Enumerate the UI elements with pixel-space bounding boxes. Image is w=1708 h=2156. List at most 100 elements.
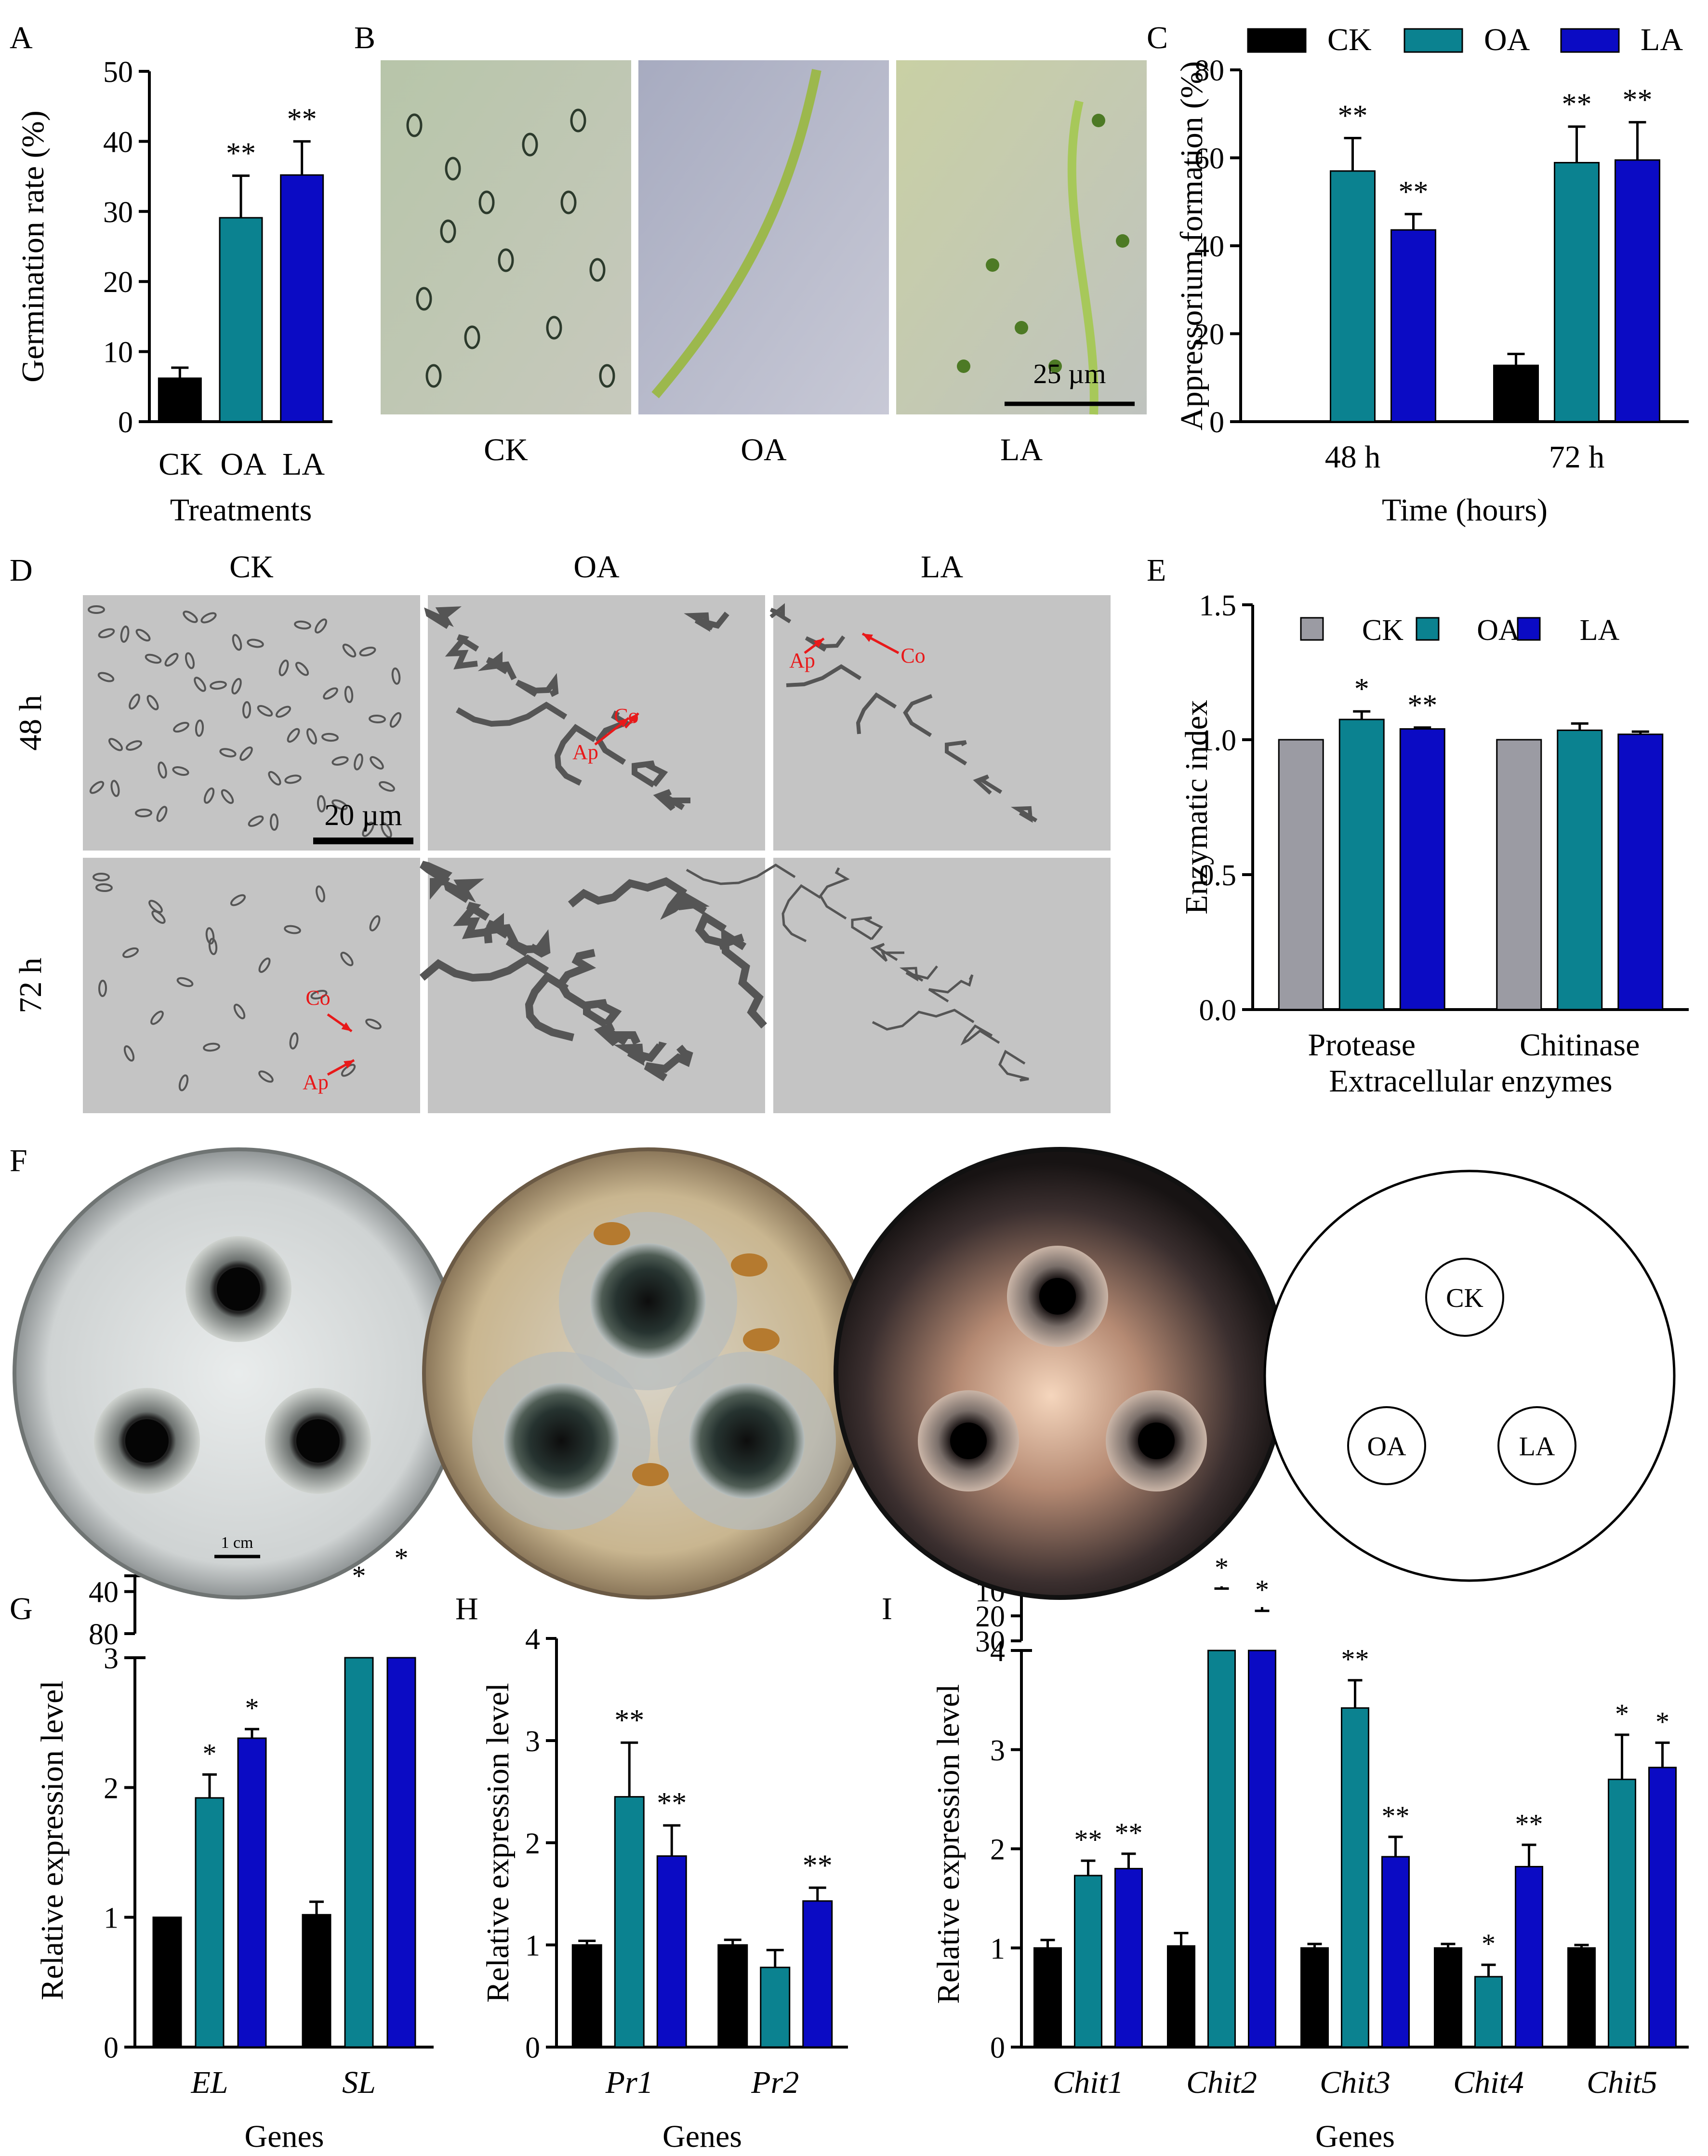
bar-LA-single	[280, 174, 324, 423]
y-tick-label: 50	[103, 56, 133, 89]
significance-mark: **	[1515, 1808, 1543, 1839]
colony-center	[1138, 1423, 1175, 1459]
legend-label: CK	[1362, 614, 1403, 647]
conidium	[365, 1018, 382, 1030]
hypha	[960, 1024, 1000, 1046]
hypha	[786, 664, 862, 687]
panel-label-I: I	[882, 1591, 892, 1626]
conidium	[391, 667, 401, 685]
x-tick-label: Pr1	[605, 2065, 653, 2100]
bar-Protease-OA	[1338, 719, 1385, 1011]
significance-mark: *	[203, 1738, 217, 1769]
x-tick-label: Protease	[1308, 1027, 1416, 1063]
hypha	[805, 635, 846, 652]
scale-bar-label: 25 µm	[1033, 358, 1106, 389]
micrograph-LA	[896, 60, 1147, 414]
bar-Chit4-CK	[1434, 1947, 1462, 2048]
bar-SL-OA-low	[344, 1657, 374, 2048]
x-tick-label: Chit5	[1587, 2065, 1657, 2100]
hypha	[445, 634, 479, 670]
x-tick-label: Chitinase	[1520, 1027, 1640, 1063]
x-axis-label: Extracellular enzymes	[1329, 1064, 1612, 1099]
hypha	[456, 701, 568, 727]
annotation-arrowhead	[629, 713, 638, 723]
y-tick-label: 0	[118, 406, 133, 439]
bar-Pr2-CK	[717, 1944, 748, 2048]
bar-Chit2-OA-low	[1207, 1650, 1236, 2048]
bar-Pr2-OA	[760, 1967, 791, 2048]
conidium	[248, 815, 264, 827]
hypha	[1067, 100, 1099, 415]
conidium	[97, 672, 115, 682]
hypha	[651, 68, 821, 399]
y-tick-label: 1.0	[1199, 724, 1237, 757]
hypha	[424, 606, 462, 629]
conidium	[210, 680, 227, 690]
significance-mark: **	[287, 103, 317, 135]
debris	[632, 1463, 669, 1486]
conidium	[278, 659, 289, 677]
conidium	[208, 938, 218, 955]
label-co: Co	[900, 644, 925, 667]
micrograph-LA-72 h	[773, 858, 1111, 1113]
y-axis-label: Appressorium formation (%)	[1174, 61, 1209, 430]
colony-center	[950, 1423, 987, 1459]
hypha	[819, 867, 850, 920]
conidium	[95, 883, 113, 892]
significance-mark: **	[1338, 99, 1368, 132]
spore	[440, 219, 456, 243]
panel-label-G: G	[10, 1591, 33, 1626]
y-tick-label: 30	[103, 196, 133, 229]
conidium	[232, 634, 242, 651]
y-tick-label: 20	[975, 1600, 1005, 1633]
y-tick-label: 10	[103, 336, 133, 369]
significance-mark: **	[1407, 689, 1437, 722]
hypha	[686, 864, 796, 885]
conidium	[306, 728, 317, 745]
hypha	[554, 724, 597, 786]
debris	[594, 1222, 630, 1245]
hypha	[660, 889, 710, 920]
spore	[464, 325, 480, 349]
hypha	[583, 999, 622, 1028]
significance-mark: **	[1562, 88, 1592, 121]
label-ap: Ap	[789, 649, 815, 672]
conidium	[242, 701, 252, 719]
spore	[546, 316, 562, 340]
significance-mark: *	[1215, 1552, 1229, 1583]
plate-lipase	[13, 1147, 464, 1599]
spore	[416, 287, 432, 311]
y-tick-label: 1.5	[1199, 589, 1237, 622]
significance-mark: **	[1382, 1800, 1410, 1832]
conidium	[310, 989, 328, 1000]
conidium	[176, 977, 194, 987]
hypha	[998, 1050, 1029, 1082]
conidium	[146, 695, 159, 710]
y-tick-label: 4	[990, 1635, 1005, 1668]
y-tick-label: 0.5	[1199, 859, 1237, 892]
conidium	[331, 756, 349, 766]
bar-Pr2-LA	[802, 1900, 833, 2048]
colony	[689, 1383, 805, 1499]
conidium	[342, 643, 357, 658]
spore	[599, 364, 615, 388]
conidium	[203, 787, 215, 804]
conidium	[289, 1032, 299, 1050]
hypha	[632, 760, 668, 788]
hypha	[420, 861, 452, 900]
hypha	[644, 1044, 693, 1081]
spore	[957, 359, 970, 373]
conidium	[123, 1045, 135, 1062]
panel-label-C: C	[1147, 20, 1168, 55]
conidium	[135, 628, 151, 642]
hypha	[505, 929, 551, 958]
y-tick-label: 20	[1194, 319, 1224, 351]
conidium	[230, 894, 246, 906]
x-tick-label: SL	[342, 2065, 376, 2100]
annotation-arrowhead	[813, 639, 824, 648]
conidium	[294, 620, 311, 630]
conidium	[151, 910, 166, 924]
significance-mark: **	[657, 1787, 687, 1820]
